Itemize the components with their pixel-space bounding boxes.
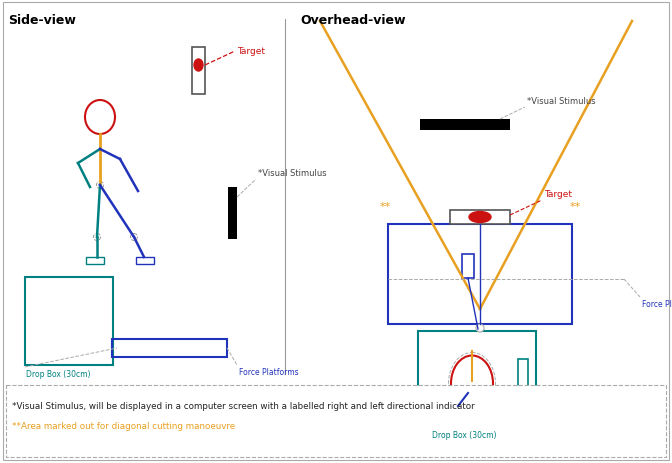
- Bar: [462, 255, 474, 278]
- Ellipse shape: [93, 234, 101, 241]
- Bar: [420, 120, 510, 131]
- Text: **: **: [569, 201, 581, 212]
- Bar: [86, 257, 104, 264]
- Text: *Visual Stimulus, will be displayed in a computer screen with a labelled right a: *Visual Stimulus, will be displayed in a…: [12, 401, 474, 410]
- Bar: [518, 359, 528, 387]
- Text: Side-view: Side-view: [8, 14, 76, 27]
- Text: **: **: [380, 201, 390, 212]
- Bar: [450, 211, 510, 225]
- Bar: [112, 339, 227, 357]
- Text: **Area marked out for diagonal cutting manoeuvre: **Area marked out for diagonal cutting m…: [12, 421, 235, 430]
- Text: Target: Target: [544, 189, 572, 199]
- Text: Overhead-view: Overhead-view: [300, 14, 405, 27]
- Ellipse shape: [97, 182, 103, 189]
- Text: *Visual Stimulus: *Visual Stimulus: [527, 97, 595, 106]
- Ellipse shape: [476, 324, 484, 332]
- Text: Target: Target: [237, 46, 265, 56]
- Bar: [192, 48, 205, 95]
- Text: Drop Box (30cm): Drop Box (30cm): [432, 430, 497, 439]
- Bar: [388, 225, 572, 324]
- Ellipse shape: [194, 60, 203, 72]
- Bar: [6, 385, 666, 457]
- Bar: [136, 257, 154, 264]
- Bar: [228, 188, 237, 239]
- Bar: [25, 277, 113, 365]
- Text: Force Platforms: Force Platforms: [239, 367, 298, 376]
- Text: Drop Box (30cm): Drop Box (30cm): [26, 369, 91, 378]
- Text: Force Platforms: Force Platforms: [642, 300, 672, 308]
- Bar: [454, 403, 468, 409]
- Ellipse shape: [469, 212, 491, 223]
- Text: *Visual Stimulus: *Visual Stimulus: [258, 169, 327, 178]
- Bar: [418, 332, 536, 426]
- Ellipse shape: [130, 234, 138, 241]
